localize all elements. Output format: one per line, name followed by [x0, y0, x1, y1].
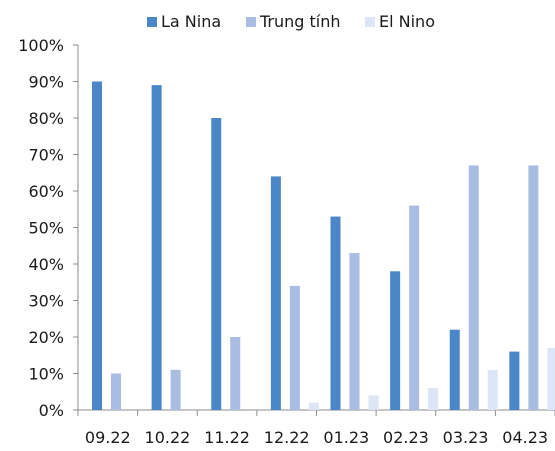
- x-tick-label: 09.22: [85, 428, 131, 446]
- bar: [428, 388, 439, 410]
- x-tick-label: 04.23: [502, 428, 548, 446]
- legend-label: El Nino: [379, 12, 435, 31]
- bar: [289, 285, 300, 410]
- y-tick-label: 30%: [28, 292, 64, 311]
- x-tick-label: 01.23: [323, 428, 369, 446]
- legend-swatch: [147, 17, 157, 27]
- bar: [409, 205, 420, 410]
- bar: [368, 395, 379, 410]
- bar: [230, 337, 241, 410]
- y-tick-label: 70%: [28, 146, 64, 165]
- y-tick-label: 50%: [28, 219, 64, 238]
- y-axis: 0% 10% 20% 30% 40% 50% 60% 70% 80% 90% 100%: [18, 36, 79, 420]
- x-tick-label: 11.22: [204, 428, 250, 446]
- y-tick-label: 60%: [28, 182, 64, 201]
- y-tick-label: 80%: [28, 109, 64, 128]
- bar: [170, 369, 181, 410]
- x-tick-label: 03.23: [443, 428, 489, 446]
- bar: [92, 81, 102, 410]
- x-axis: 09.22 10.22 11.22 12.22 01.23 02.23 03.23 04.23: [77, 409, 555, 447]
- bar: [487, 369, 498, 410]
- bar: [151, 85, 162, 411]
- legend-item: La Nina: [147, 12, 221, 31]
- bar: [211, 118, 222, 410]
- y-tick-label: 20%: [28, 328, 64, 347]
- bar: [509, 351, 520, 410]
- x-tick-label: 12.22: [264, 428, 310, 446]
- legend-label: La Nina: [161, 12, 221, 31]
- bar: [468, 165, 479, 410]
- bar: [111, 373, 121, 410]
- legend-label: Trung tính: [259, 12, 341, 31]
- legend-item: El Nino: [365, 12, 435, 31]
- bar: [449, 329, 460, 410]
- series-0: [92, 81, 520, 411]
- y-tick-label: 10%: [28, 365, 64, 384]
- series-1: [111, 165, 539, 410]
- x-tick-label: 10.22: [145, 428, 191, 446]
- legend: La Nina Trung tính El Nino: [147, 12, 435, 31]
- legend-swatch: [365, 17, 375, 27]
- bar: [349, 253, 360, 410]
- bar: [308, 402, 319, 410]
- bar: [547, 347, 555, 410]
- bar: [270, 176, 281, 410]
- y-tick-label: 100%: [18, 36, 64, 55]
- legend-swatch: [246, 17, 256, 27]
- bars: [92, 81, 555, 411]
- bar: [528, 165, 539, 410]
- bar: [330, 216, 341, 410]
- x-tick-label: 02.23: [383, 428, 429, 446]
- y-tick-label: 0%: [39, 401, 64, 420]
- series-2: [308, 347, 555, 410]
- bar: [390, 271, 401, 410]
- y-tick-label: 40%: [28, 255, 64, 274]
- legend-item: Trung tính: [246, 12, 341, 31]
- y-tick-label: 90%: [28, 73, 64, 92]
